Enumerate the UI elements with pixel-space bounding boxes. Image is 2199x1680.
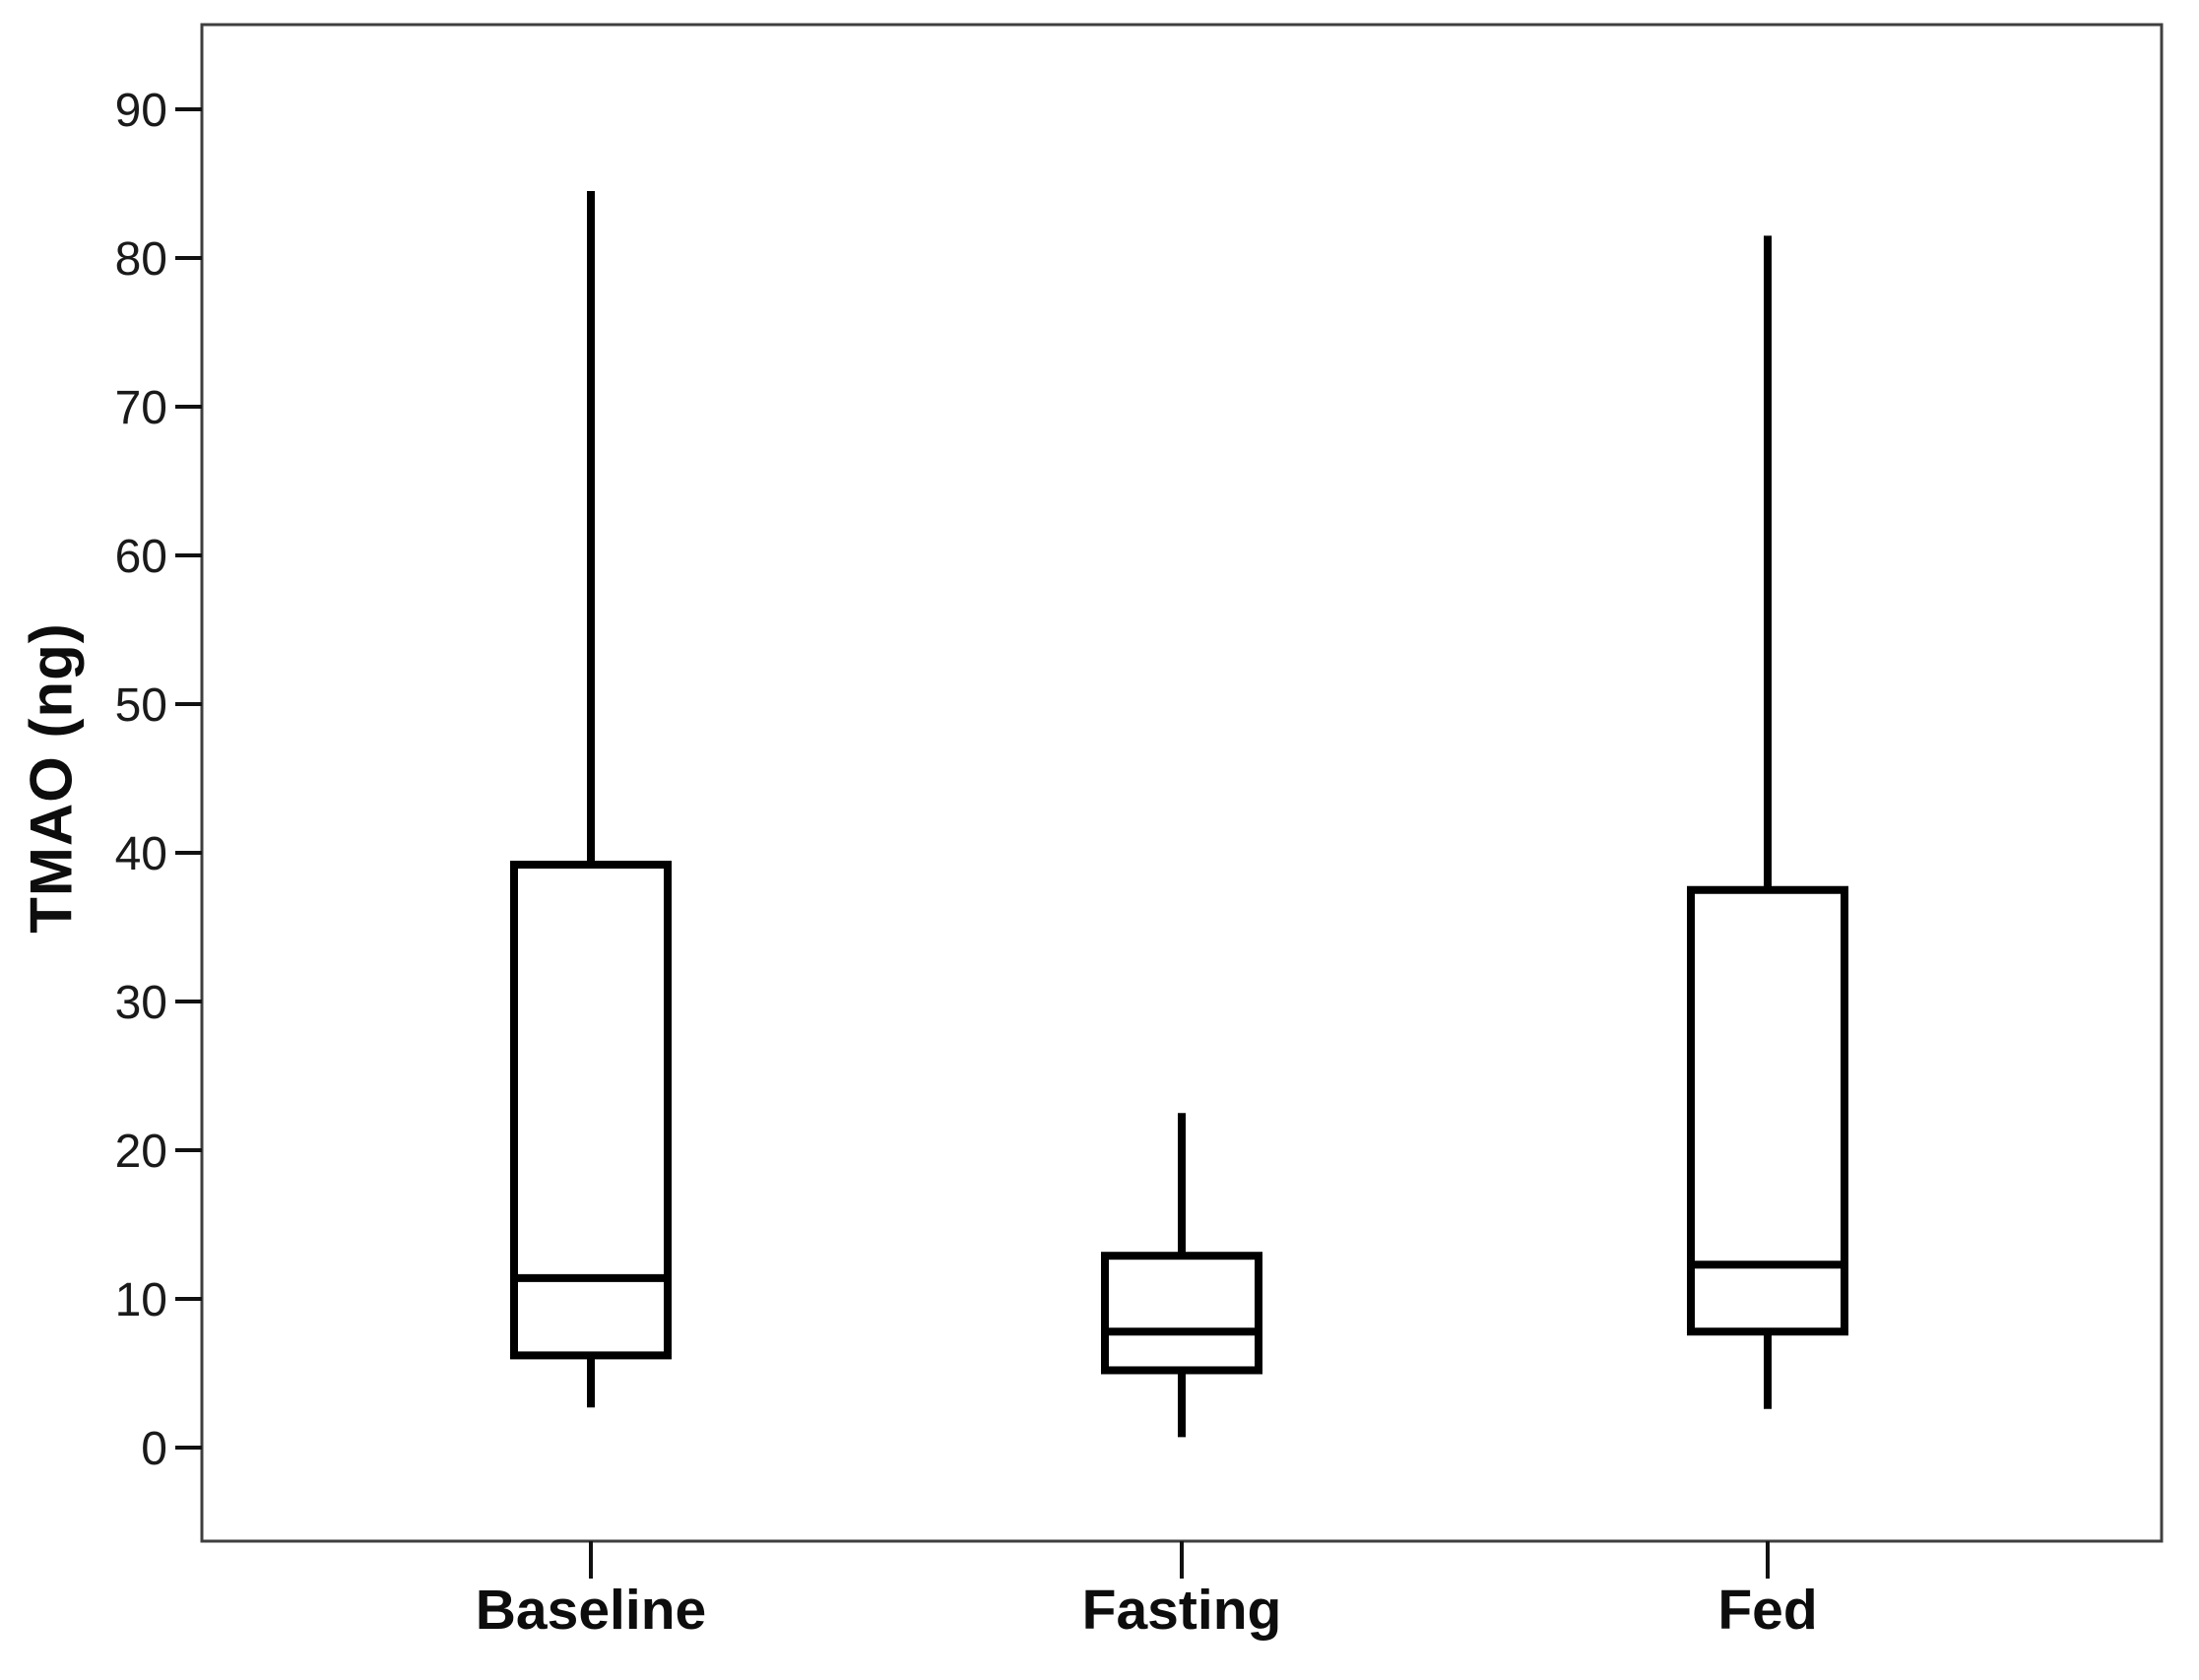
boxplot-fed-box <box>1687 885 1848 1336</box>
boxplot-baseline-box <box>510 861 672 1360</box>
y-axis-tick-label: 0 <box>141 1423 167 1475</box>
y-axis-tick-label: 20 <box>115 1126 167 1178</box>
y-axis-title: TMAO (ng) <box>18 622 85 934</box>
y-axis-tick-label: 60 <box>115 531 167 583</box>
y-axis-tick-label: 90 <box>115 85 167 137</box>
y-axis-tick-label: 30 <box>115 977 167 1029</box>
y-axis-tick-label: 80 <box>115 233 167 286</box>
y-axis-tick-label: 10 <box>115 1274 167 1326</box>
category-label-baseline: Baseline <box>475 1579 707 1642</box>
y-axis-tick-label: 70 <box>115 382 167 434</box>
category-label-fed: Fed <box>1717 1579 1818 1642</box>
y-axis-tick-label: 50 <box>115 679 167 732</box>
boxplot-fasting-box <box>1101 1252 1262 1375</box>
category-label-fasting: Fasting <box>1081 1579 1282 1642</box>
y-axis-tick-label: 40 <box>115 828 167 880</box>
